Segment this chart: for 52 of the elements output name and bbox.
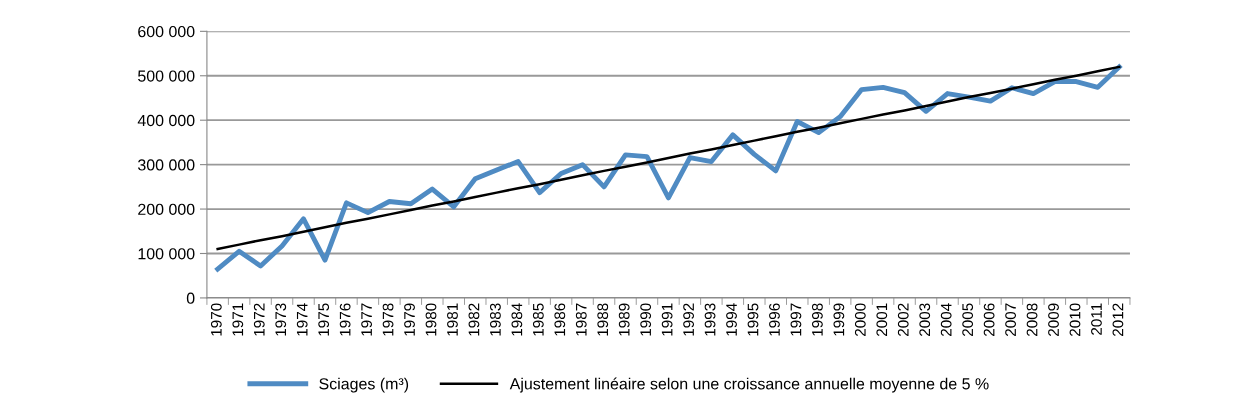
- x-tick-label: 2004: [940, 303, 952, 336]
- x-tick-label: 1993: [704, 303, 716, 336]
- x-tick-label: 1981: [447, 303, 458, 336]
- x-tick-label: 2012: [1112, 303, 1124, 336]
- x-tick-label: 1995: [747, 303, 759, 336]
- x-tick-label: 2007: [1005, 303, 1016, 336]
- legend-label: Ajustement linéaire selon une croissance annuelle moyenne de 5 %: [509, 377, 989, 393]
- x-tick-label: 1990: [640, 303, 652, 336]
- x-tick-label: 1979: [404, 303, 415, 336]
- x-tick-label: 1971: [232, 303, 244, 336]
- x-tick-label: 1987: [575, 303, 587, 336]
- x-tick-label: 1989: [618, 303, 630, 336]
- x-tick-label: 1980: [425, 303, 437, 336]
- x-tick-label: 2000: [854, 303, 866, 336]
- x-tick-label: 1974: [296, 303, 308, 336]
- y-tick-label: 600 000: [138, 25, 195, 38]
- x-tick-label: 1992: [683, 303, 695, 336]
- legend-label: Sciages (m³): [319, 377, 409, 393]
- x-tick-label: 1998: [811, 303, 823, 336]
- x-tick-label: 1975: [318, 303, 330, 336]
- x-tick-label: 1977: [361, 303, 373, 336]
- x-tick-label: 1978: [382, 303, 394, 336]
- x-tick-label: 2005: [962, 303, 974, 336]
- x-tick-label: 1984: [511, 303, 523, 336]
- x-tick-label: 2009: [1048, 303, 1059, 336]
- x-tick-label: 1986: [554, 303, 566, 336]
- x-tick-label: 2006: [983, 303, 995, 336]
- x-tick-label: 1997: [790, 303, 802, 336]
- y-tick-label: 300 000: [137, 159, 195, 171]
- x-tick-label: 1970: [210, 303, 222, 336]
- x-tick-label: 1972: [253, 303, 265, 336]
- x-tick-label: 1991: [661, 303, 673, 336]
- x-tick-label: 1983: [489, 303, 501, 336]
- x-tick-label: 1996: [769, 303, 780, 336]
- x-tick-label: 1999: [833, 303, 845, 336]
- x-tick-label: 2010: [1069, 303, 1081, 336]
- y-tick-label: 100 000: [138, 248, 195, 260]
- x-tick-label: 1985: [532, 303, 544, 336]
- x-tick-label: 1982: [468, 303, 480, 336]
- x-tick-label: 1976: [339, 303, 351, 336]
- y-tick-label: 200 000: [138, 203, 195, 216]
- x-tick-label: 1973: [275, 303, 287, 336]
- x-tick-label: 2002: [897, 303, 909, 336]
- x-tick-label: 2003: [919, 303, 931, 336]
- x-tick-label: 2001: [876, 303, 888, 336]
- y-tick-label: 0: [186, 292, 195, 304]
- x-tick-label: 2011: [1091, 303, 1102, 335]
- x-tick-label: 1994: [726, 303, 737, 336]
- x-tick-label: 1988: [597, 303, 609, 336]
- x-tick-label: 2008: [1026, 303, 1038, 336]
- y-tick-label: 400 000: [137, 114, 195, 127]
- y-tick-label: 500 000: [138, 70, 195, 82]
